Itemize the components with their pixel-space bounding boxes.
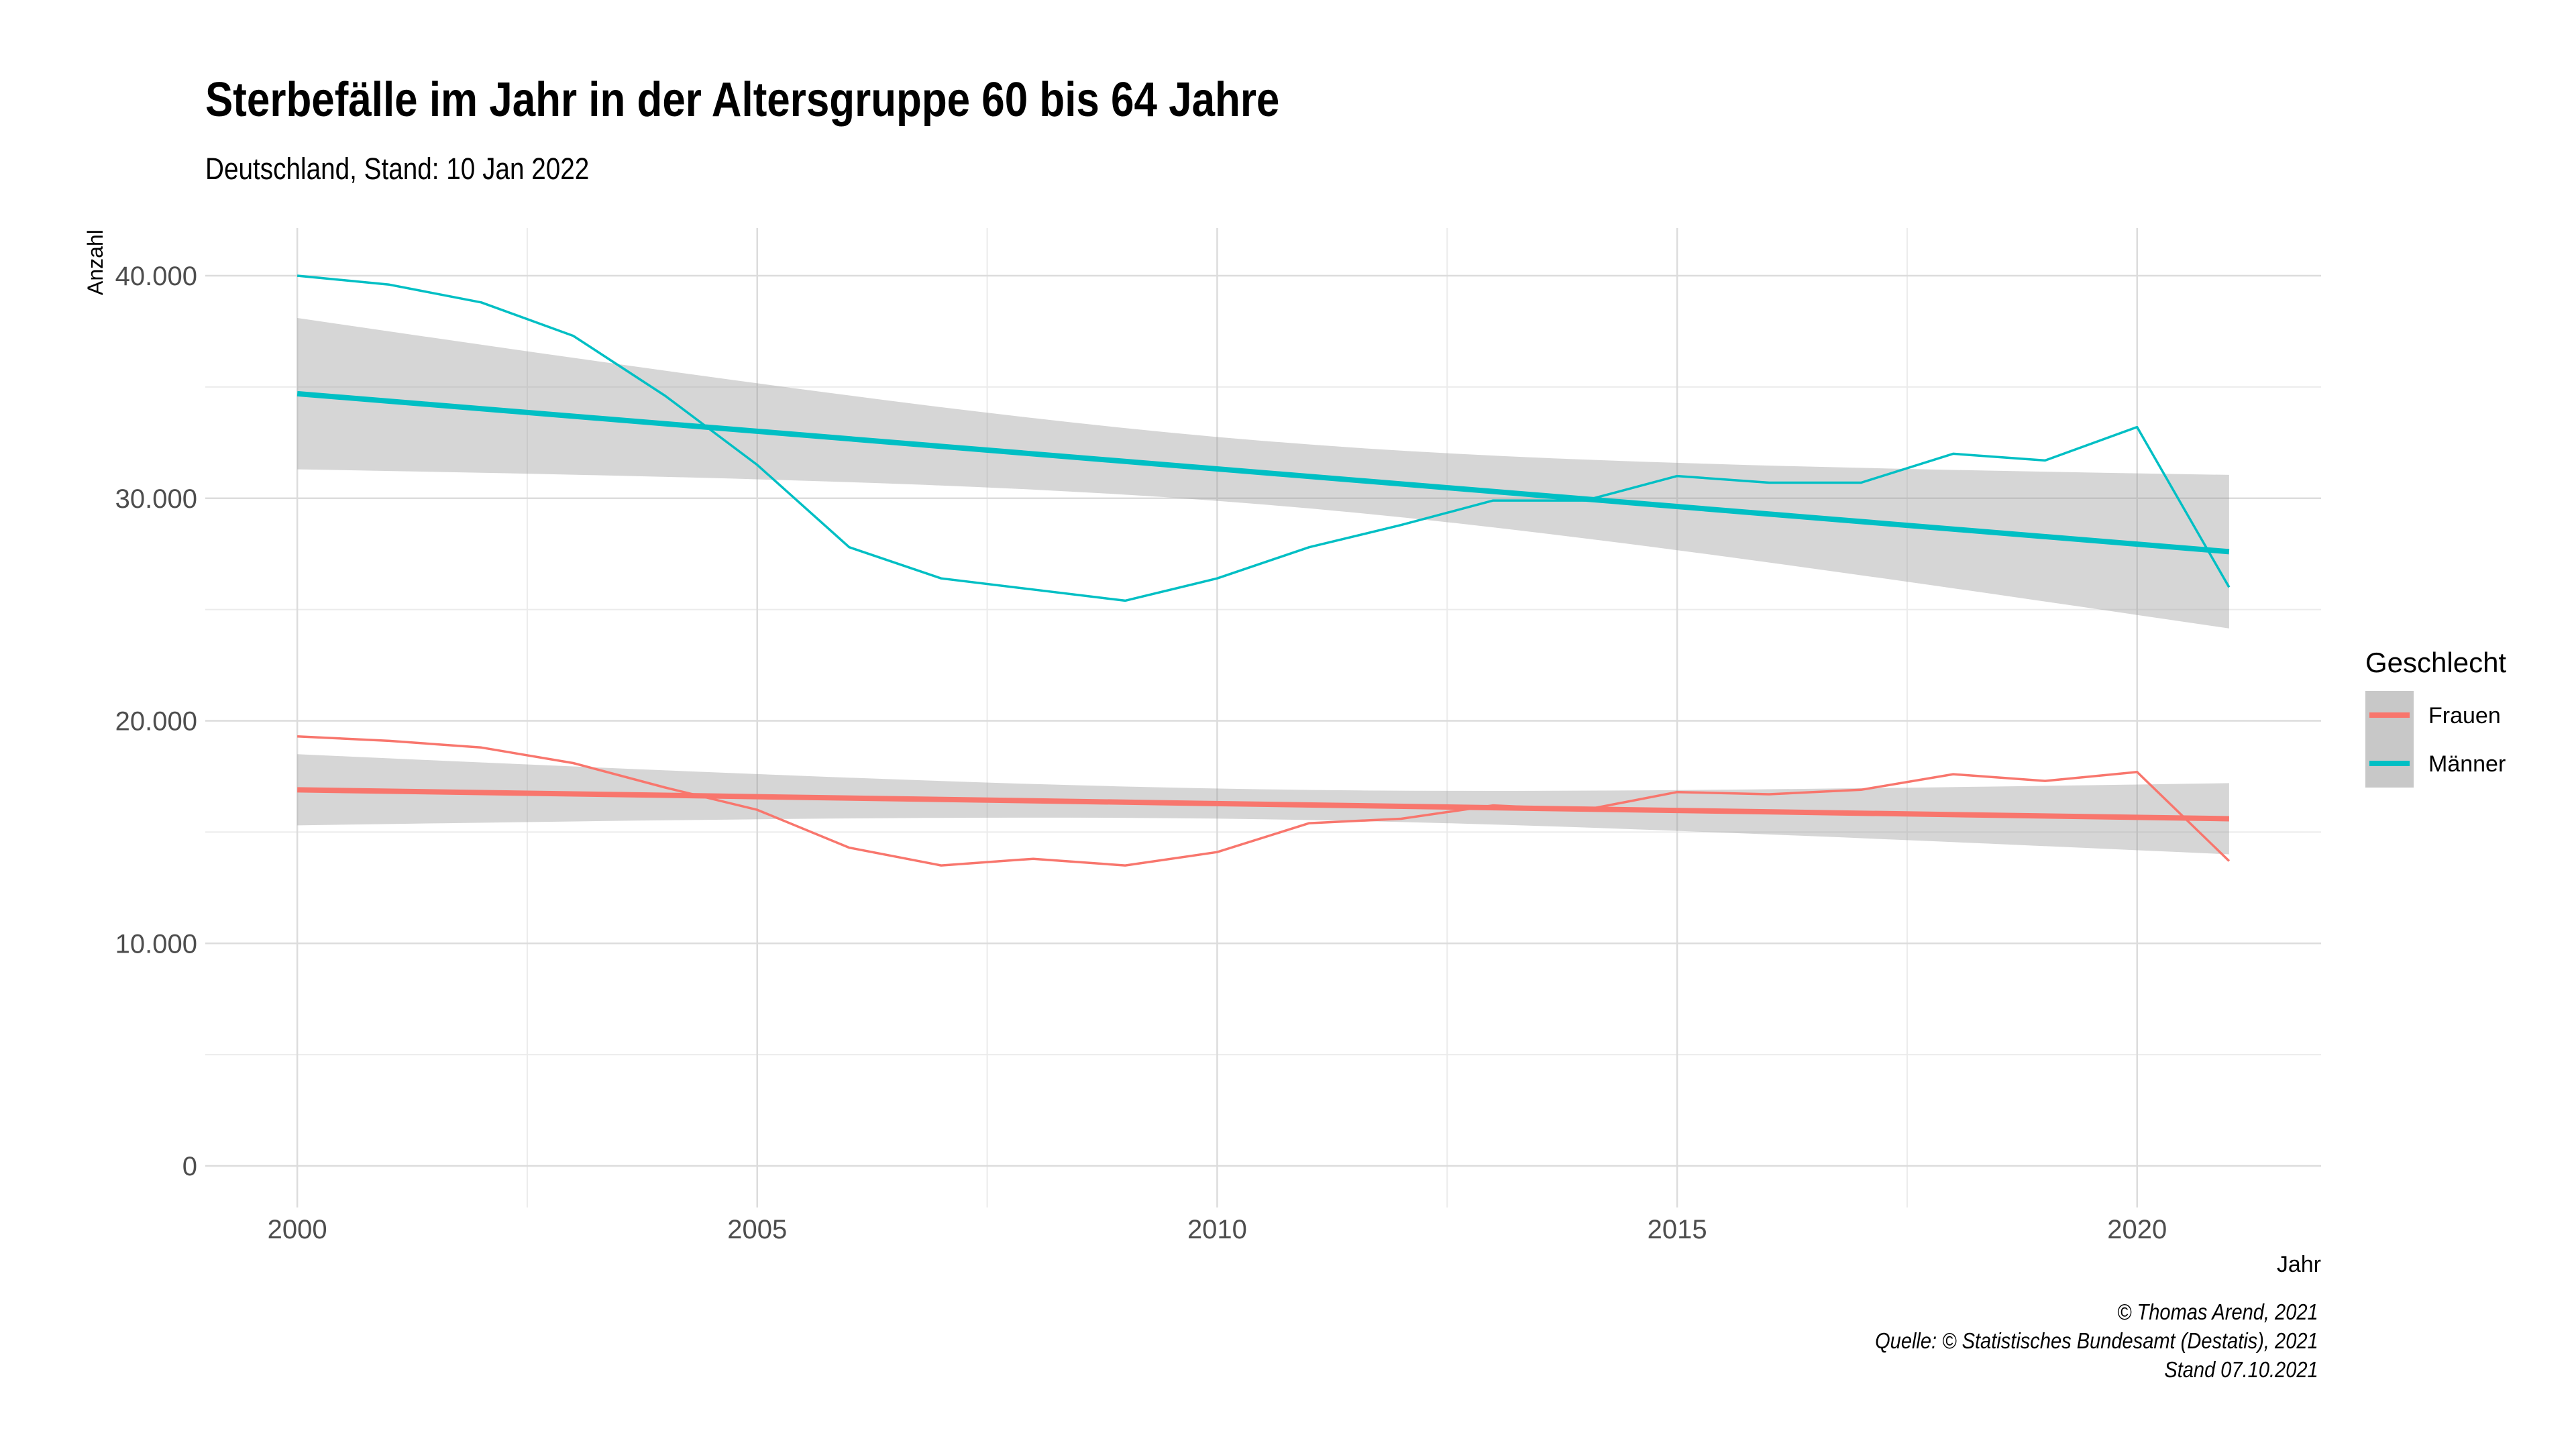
legend-label: Frauen <box>2428 703 2501 729</box>
caption-line-copyright: © Thomas Arend, 2021 <box>2117 1299 2318 1324</box>
caption-line-date: Stand 07.10.2021 <box>2164 1357 2318 1382</box>
legend-label: Männer <box>2428 751 2506 777</box>
axis-tick-labels: 0 10.000 20.000 30.000 40.000 2000 2005 2010 201… <box>115 262 2167 1244</box>
chart-caption: © Thomas Arend, 2021 Quelle: © Statistis… <box>1875 1297 2318 1384</box>
series-line-mnner <box>297 274 2231 602</box>
y-tick-label: 0 <box>182 1152 197 1181</box>
x-tick-label: 2005 <box>727 1215 787 1244</box>
major-gridlines <box>205 228 2321 1208</box>
x-tick-label: 2020 <box>2107 1215 2167 1244</box>
series-lines <box>297 274 2231 867</box>
trend-lines <box>297 390 2230 822</box>
x-tick-label: 2015 <box>1648 1215 1707 1244</box>
confidence-bands <box>297 318 2229 855</box>
chart-subtitle: Deutschland, Stand: 10 Jan 2022 <box>205 152 590 186</box>
y-axis-label: Anzahl <box>83 229 107 295</box>
x-axis-label: Jahr <box>2277 1252 2321 1277</box>
legend-title: Geschlecht <box>2365 647 2506 678</box>
minor-gridlines <box>205 228 2321 1208</box>
chart-title: Sterbefälle im Jahr in der Altersgruppe … <box>205 73 1280 127</box>
trend-line-mnner <box>297 390 2230 555</box>
y-tick-label: 30.000 <box>115 484 197 514</box>
x-tick-label: 2010 <box>1187 1215 1247 1244</box>
y-tick-label: 40.000 <box>115 262 197 291</box>
trend-line-frauen <box>297 787 2229 822</box>
legend: Geschlecht Frauen Männer <box>2365 647 2506 788</box>
caption-line-source: Quelle: © Statistisches Bundesamt (Desta… <box>1875 1328 2318 1353</box>
y-tick-label: 10.000 <box>115 929 197 959</box>
x-tick-label: 2000 <box>268 1215 327 1244</box>
y-tick-label: 20.000 <box>115 707 197 737</box>
series-line-frauen <box>297 735 2231 867</box>
